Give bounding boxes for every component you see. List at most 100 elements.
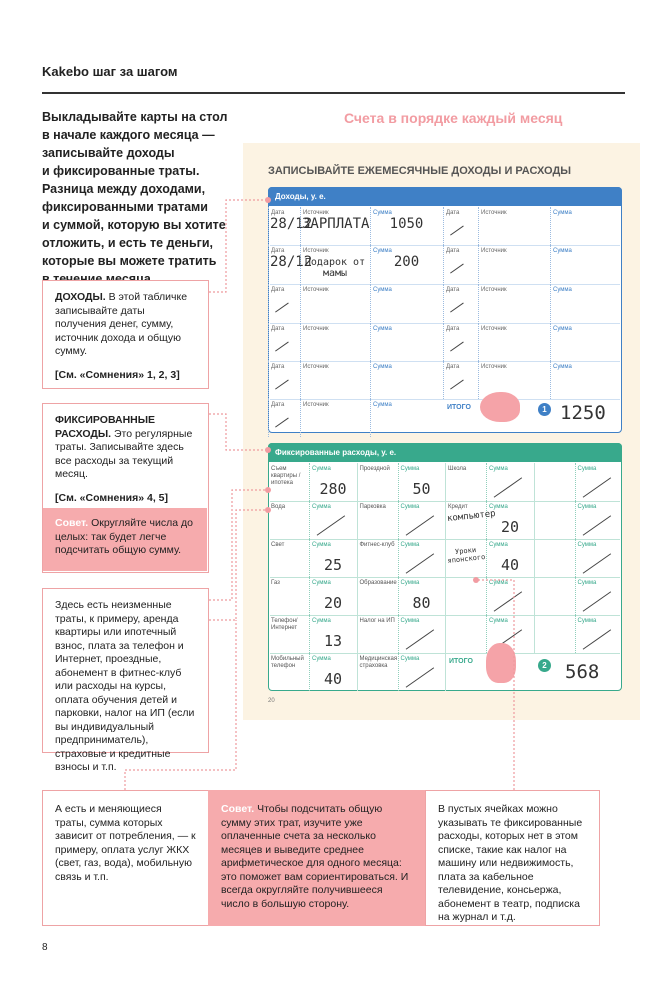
total: 568 [565, 661, 600, 683]
col-line [356, 463, 358, 501]
col-line [397, 653, 400, 691]
col-line [370, 245, 372, 283]
handwritten-source: Подарок от мамы [304, 257, 366, 279]
intro-line: фиксированными тратами [42, 200, 208, 214]
total-marker: 2 [538, 659, 551, 672]
row-line [270, 323, 620, 324]
col-line [533, 615, 535, 653]
col-line [443, 245, 445, 283]
cell-label: Налог на ИП [359, 618, 395, 624]
income-table [268, 187, 622, 433]
col-line [478, 207, 480, 245]
cell-label: Образование [359, 580, 397, 586]
note-title: ДОХОДЫ. [55, 291, 106, 303]
intro-line: записывайте доходы [42, 146, 175, 160]
col-line [370, 323, 372, 361]
col-line [478, 245, 480, 283]
col-line [445, 539, 446, 577]
col-line [478, 323, 480, 361]
fixed-header [268, 443, 622, 462]
cell-label: Сумма [553, 326, 572, 332]
intro-line: отложить, и есть те деньги, [42, 236, 214, 250]
cell-label: Сумма [577, 504, 597, 510]
cell-label: Сумма [373, 210, 392, 216]
cell-label: Сумма [373, 402, 392, 408]
cell-label: Дата [271, 402, 285, 408]
col-line [300, 207, 302, 245]
cell-label: Дата [271, 326, 285, 332]
note-title: ФИКСИРОВАННЫЕ РАСХОДЫ. [55, 414, 156, 440]
col-line [486, 615, 488, 653]
handwritten-amount: 200 [393, 254, 420, 270]
cell-label: Источник [303, 287, 329, 293]
cell-label: Сумма [489, 618, 508, 624]
col-line [309, 539, 311, 577]
col-line [397, 577, 400, 615]
cell-label: Сумма [312, 466, 331, 472]
cell-label: Дата [271, 210, 285, 216]
col-line [356, 615, 358, 653]
note-text: Здесь есть неизменные траты, к примеру, … [55, 599, 195, 773]
fixed-title: Фиксированные расходы, у. е. [275, 448, 397, 457]
col-line [533, 577, 535, 615]
col-line [268, 245, 270, 283]
col-line [574, 463, 577, 501]
sheet-page-number: 20 [268, 698, 275, 704]
cell-label: Вода [271, 504, 286, 510]
total-label: ИТОГО [449, 658, 473, 665]
cell-label: Газ [271, 580, 280, 586]
col-line [574, 539, 577, 577]
total-marker: 1 [538, 403, 551, 416]
cell-label: Дата [446, 287, 460, 293]
cell-label: Дата [446, 248, 460, 254]
col-line [478, 361, 480, 399]
handwritten-amount: 20 [323, 594, 343, 612]
income-note: ДОХОДЫ. В этой табличке записывайте даты… [42, 280, 209, 389]
col-line [445, 615, 446, 653]
row-line [270, 399, 620, 400]
cell-label: Источник [303, 402, 329, 408]
tip-label: Совет. [221, 803, 255, 815]
cell-label: Сумма [489, 504, 508, 510]
fixed-note: ФИКСИРОВАННЫЕ РАСХОДЫ. Это регулярные тр… [42, 403, 209, 573]
col-line [486, 463, 488, 501]
note-text: Это регулярные траты. Записывайте здесь … [55, 427, 193, 481]
cell-label: Сумма [312, 542, 331, 548]
col-line [445, 501, 446, 539]
col-line [550, 323, 552, 361]
sheet-heading: Счета в порядке каждый месяц [344, 110, 563, 126]
cell-label: Сумма [400, 656, 420, 662]
col-line [443, 284, 445, 322]
col-line [397, 463, 400, 501]
intro-line: и суммой, которую вы хотите [42, 218, 226, 232]
row-line [270, 284, 620, 285]
col-line [300, 323, 302, 361]
col-line [370, 207, 372, 245]
pig [486, 643, 516, 683]
total: 1250 [560, 402, 606, 424]
handwritten-amount: 50 [412, 480, 431, 498]
col-line [574, 501, 577, 539]
cell-label: Фитнес-клуб [359, 542, 395, 548]
cell-label: Сумма [489, 580, 508, 586]
cell-label: Парковка [359, 504, 386, 510]
handwritten-amount: 25 [323, 556, 343, 574]
cell-label: Сумма [400, 466, 420, 472]
cell-label: Источник [481, 364, 507, 370]
empty-cells-note: В пустых ячейках можно указывать те фикс… [425, 790, 600, 926]
sheet-title: ЗАПИСЫВАЙТЕ ЕЖЕМЕСЯЧНЫЕ ДОХОДЫ И РАСХОДЫ [268, 165, 572, 177]
handwritten-amount: 40 [500, 556, 520, 574]
cell-label: Дата [271, 248, 285, 254]
col-line [309, 463, 311, 501]
cell-label: Сумма [553, 248, 572, 254]
cell-label: Дата [446, 326, 460, 332]
col-line [397, 501, 400, 539]
col-line [309, 615, 311, 653]
handwritten-amount: 1050 [389, 216, 424, 232]
col-line [300, 284, 302, 322]
cell-label: Сумма [553, 287, 572, 293]
cell-label: Дата [446, 210, 460, 216]
col-line [370, 361, 372, 399]
